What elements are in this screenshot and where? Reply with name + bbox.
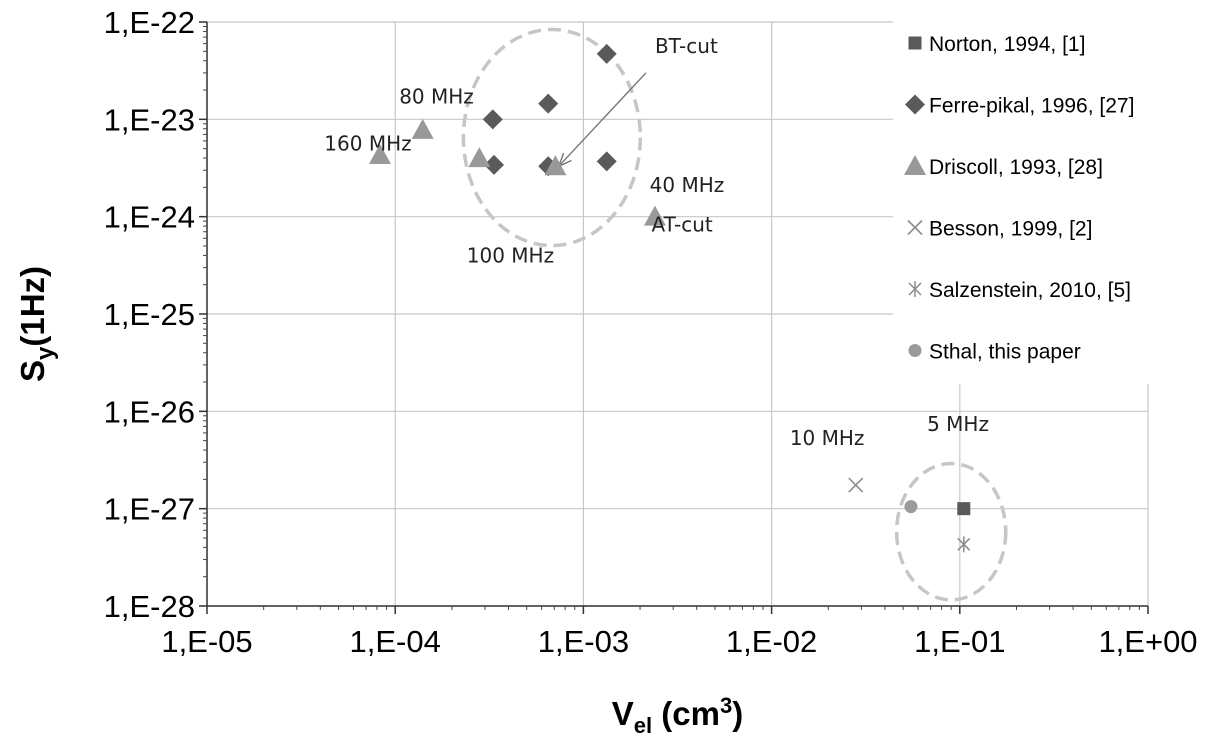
legend-label: Besson, 1999, [2] (929, 218, 1092, 241)
y-tick-label: 1,E-22 (104, 5, 195, 40)
y-title-sub: y (32, 346, 59, 360)
point-ferre-pikal-1996-27 (482, 109, 503, 130)
point-norton-1994-1 (957, 502, 971, 516)
legend-marker (908, 281, 922, 297)
x-stroke (848, 477, 864, 493)
x-title-sup: 3 (720, 693, 732, 718)
annotation-label: 10 MHz (790, 426, 865, 450)
point-salzenstein-2010-5 (957, 536, 971, 553)
annotation-label: AT-cut (651, 213, 712, 237)
x-tick-label: 1,E-05 (161, 624, 252, 659)
point-ferre-pikal-1996-27 (484, 154, 505, 175)
legend-label: Ferre-pikal, 1996, [27] (929, 95, 1134, 118)
legend: Norton, 1994, [1] Ferre-pikal, 1996, [27]… (893, 14, 1159, 384)
x-tick-label: 1,E-04 (350, 624, 441, 659)
point-driscoll-1993-28 (468, 147, 491, 168)
y-title-main: S (14, 360, 51, 382)
x-tick-label: 1,E-02 (726, 624, 817, 659)
annotation-label: 100 MHz (467, 243, 554, 267)
grouping-ellipse (894, 461, 1008, 602)
grouping-ellipses (461, 27, 1008, 602)
y-tick-label: 1,E-27 (104, 492, 195, 527)
y-tick-label: 1,E-28 (104, 589, 195, 624)
annotation-label: 5 MHz (927, 412, 989, 436)
point-driscoll-1993-28 (544, 155, 567, 176)
annotation-label: 160 MHz (324, 131, 411, 155)
point-sthal-this-paper (904, 500, 918, 514)
y-tick-label: 1,E-23 (104, 102, 195, 137)
annotation-label: 80 MHz (399, 85, 474, 109)
x-stroke (907, 219, 923, 236)
x-title-unit: (cm (652, 695, 720, 732)
x-tick-label: 1,E-01 (914, 624, 1005, 659)
x-tick-label: 1,E-03 (538, 624, 629, 659)
point-driscoll-1993-28 (643, 205, 666, 226)
point-besson-1999-2 (848, 477, 864, 493)
y-tick-label: 1,E-26 (104, 394, 195, 429)
data-points (368, 43, 971, 553)
legend-item-salzenstein-2010-5: Salzenstein, 2010, [5] (908, 279, 1131, 302)
tick-labels: 1,E-05 1,E-04 1,E-03 1,E-02 1,E-01 1,E+00 1,E-… (104, 5, 1198, 659)
legend-item-ferre-pikal-1996-27: Ferre-pikal, 1996, [27] (905, 94, 1134, 118)
legend-label: Norton, 1994, [1] (929, 33, 1085, 56)
point-ferre-pikal-1996-27 (538, 93, 559, 114)
legend-marker (907, 219, 923, 236)
x-axis-title: Vel (cm3) (612, 693, 743, 737)
point-driscoll-1993-28 (411, 118, 434, 139)
legend-item-sthal-this-paper: Sthal, this paper (908, 341, 1081, 364)
legend-item-besson-1999-2: Besson, 1999, [2] (907, 218, 1092, 241)
point-ferre-pikal-1996-27 (596, 151, 617, 172)
annotation-label: BT-cut (655, 34, 718, 58)
legend-item-norton-1994-1: Norton, 1994, [1] (908, 33, 1085, 56)
y-axis-title: Sy(1Hz) (14, 266, 59, 382)
y-tick-label: 1,E-25 (104, 297, 195, 332)
x-title-close: ) (732, 695, 743, 732)
y-tick-label: 1,E-24 (104, 200, 195, 235)
legend-marker (908, 344, 922, 357)
annotation-label: 40 MHz (650, 173, 725, 197)
legend-background (893, 14, 1159, 384)
legend-label: Driscoll, 1993, [28] (929, 156, 1103, 179)
legend-marker (908, 36, 922, 50)
y-title-rest: (1Hz) (14, 266, 51, 347)
axis-titles: Vel (cm3) Sy(1Hz) (14, 266, 743, 737)
x-title-sub: el (634, 713, 652, 737)
legend-label: Sthal, this paper (929, 341, 1081, 364)
arrow-line (558, 72, 647, 167)
x-title-main: V (612, 695, 634, 732)
point-driscoll-1993-28 (368, 144, 391, 165)
point-ferre-pikal-1996-27 (596, 43, 617, 64)
axes (199, 21, 1149, 614)
legend-item-driscoll-1993-28: Driscoll, 1993, [28] (904, 155, 1103, 179)
legend-marker (905, 94, 925, 115)
annotations: 80 MHz 160 MHz BT-cut 40 MHz AT-cut 100 MHz 10… (324, 34, 989, 450)
x-tick-label: 1,E+00 (1098, 624, 1197, 659)
grouping-ellipse (461, 27, 643, 248)
legend-label: Salzenstein, 2010, [5] (929, 279, 1131, 302)
legend-marker (904, 155, 926, 175)
